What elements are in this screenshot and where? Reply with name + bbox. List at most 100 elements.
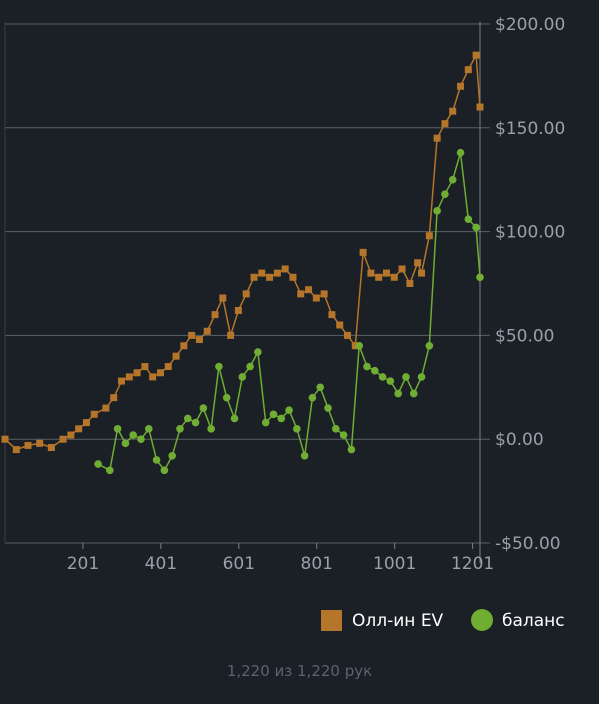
data-point [230,414,239,423]
data-point [219,294,227,302]
x-tick-label: 401 [145,554,177,574]
data-point [195,336,203,344]
data-point [433,134,441,142]
data-point [441,120,449,128]
data-point [75,425,83,433]
data-point [59,435,67,443]
data-point [207,425,215,433]
grid-layer [5,23,490,544]
data-point [312,294,320,302]
data-point [320,290,328,298]
data-point [344,331,352,339]
data-point [164,363,172,371]
data-point [82,419,90,427]
data-point [418,269,426,277]
data-point [1,435,9,443]
y-tick-label: $50.00 [495,326,554,346]
data-point [121,439,130,448]
data-point [199,404,208,412]
data-point [113,425,122,433]
y-tick-label: -$50.00 [495,534,561,554]
data-point [328,311,336,319]
data-point [277,414,286,423]
data-point [222,393,231,402]
data-point [238,373,247,381]
data-point [355,341,364,350]
data-point [168,452,176,460]
data-point [390,273,398,281]
data-point [409,389,418,398]
data-point [67,431,75,439]
data-point [102,404,110,412]
x-tick-label: 601 [223,554,255,574]
data-point [441,190,449,199]
data-point [133,369,141,377]
x-tick-label: 1201 [451,554,494,574]
data-point [141,363,149,371]
legend: Олл-ин EV баланс [321,609,565,631]
data-point [149,373,157,381]
data-point [347,445,356,454]
data-point [359,248,367,256]
legend-marker-circle [471,609,493,631]
data-point [332,425,340,433]
axis-layer: -$50.00 $0.00 $50.00 $100.00 $150.00 $200.00 2… [4,15,565,574]
data-point [370,366,379,375]
data-point [367,269,375,277]
data-point [449,107,457,115]
data-point [261,418,270,427]
data-point [24,441,32,449]
data-point [246,362,254,371]
series-layer [1,51,484,475]
data-point [386,377,395,385]
data-point [234,306,242,314]
data-point [269,410,278,419]
y-tick-label: $0.00 [495,430,544,450]
data-point [425,341,434,350]
data-point [472,223,480,232]
data-point [433,207,441,215]
data-point [47,444,55,452]
data-point [125,373,133,381]
legend-label: Олл-ин EV [352,611,444,631]
data-point [110,394,118,402]
data-point [417,373,426,381]
data-point [129,431,137,439]
data-point [215,362,223,371]
data-point [94,460,102,468]
data-point [375,273,383,281]
data-point [12,446,20,454]
data-point [339,431,348,439]
data-point [398,265,406,273]
data-point [382,269,390,277]
data-point [394,389,402,398]
data-point [308,393,317,402]
data-point [464,66,472,74]
data-point [242,290,250,298]
data-point [464,215,473,223]
data-point [285,406,293,414]
data-point [160,466,169,475]
y-tick-label: $100.00 [495,223,565,243]
data-point [402,373,410,381]
data-point [297,290,305,298]
legend-marker-square [321,610,342,631]
series-line [4,52,481,451]
data-point [152,456,161,464]
data-point [425,232,433,240]
x-tick-label: 1001 [373,554,416,574]
y-tick-label: $150.00 [495,119,565,139]
series-allin-ev [1,51,484,454]
data-point [336,321,344,329]
data-point [406,280,414,287]
data-point [448,175,457,184]
x-tick-label: 201 [67,554,99,574]
data-point [289,273,297,281]
data-point [203,327,211,335]
legend-label: баланс [502,611,565,631]
data-point [118,377,126,385]
data-point [172,352,180,360]
data-point [137,435,145,444]
